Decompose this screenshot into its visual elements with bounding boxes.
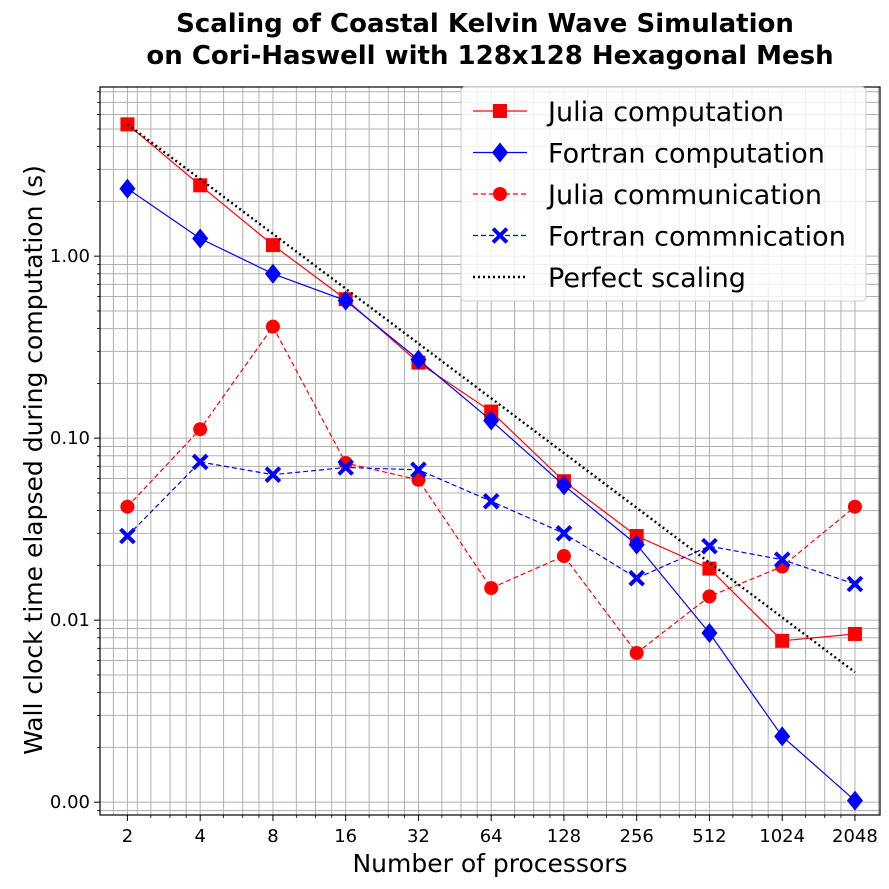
data-point <box>846 575 864 593</box>
data-point <box>337 459 354 476</box>
data-point <box>410 349 427 370</box>
legend-marker <box>493 104 507 118</box>
data-point <box>628 569 645 587</box>
legend-label: Perfect scaling <box>548 263 746 294</box>
data-point <box>411 472 426 487</box>
data-point <box>774 726 791 747</box>
data-point <box>192 228 209 249</box>
data-point <box>120 117 135 132</box>
legend-label: Fortran commnication <box>548 222 846 253</box>
data-point <box>628 534 645 555</box>
x-axis-label: Number of processors <box>352 849 627 878</box>
series-2 <box>120 319 862 660</box>
data-point <box>847 499 862 514</box>
legend-label: Julia computation <box>546 97 784 128</box>
legend-marker <box>493 187 507 201</box>
legend-marker <box>491 227 509 244</box>
y-tick-label: 0.00 <box>50 792 90 813</box>
data-point <box>701 623 718 643</box>
data-point <box>265 319 280 334</box>
data-point <box>120 499 135 514</box>
series-layer <box>119 117 864 811</box>
x-tick-label: 8 <box>267 826 278 847</box>
y-tick-label: 0.10 <box>50 428 90 449</box>
chart-title-line-2: on Cori-Haswell with 128x128 Hexagonal M… <box>146 41 833 71</box>
data-point <box>193 422 208 437</box>
data-point <box>701 537 718 555</box>
legend-label: Fortran computation <box>548 139 825 170</box>
data-point <box>484 581 499 596</box>
series-4 <box>126 123 856 674</box>
x-tick-label: 16 <box>334 826 357 847</box>
data-point <box>847 626 862 641</box>
x-tick-label: 64 <box>480 826 503 847</box>
data-point <box>119 527 136 545</box>
data-point <box>410 461 427 479</box>
x-tick-label: 256 <box>620 826 654 847</box>
x-tick-label: 4 <box>194 826 205 847</box>
data-point <box>265 238 280 253</box>
y-axis-label: Wall clock time elapsed during computati… <box>19 165 48 755</box>
data-point <box>846 790 863 811</box>
legend-label: Julia communication <box>546 180 822 211</box>
data-point <box>482 492 500 510</box>
data-point <box>555 475 572 496</box>
data-point <box>337 290 354 311</box>
series-line <box>126 123 856 674</box>
x-tick-label: 512 <box>692 826 726 847</box>
data-point <box>119 178 136 199</box>
legend-box <box>460 86 867 302</box>
data-point <box>191 453 209 471</box>
axis-ticks: 2 4 8 16 32 64 128 256 512 1024 2048 0.00 0.01 0.10 1.… <box>50 91 878 847</box>
series-1 <box>119 178 863 811</box>
x-tick-label: 32 <box>407 826 430 847</box>
data-point <box>702 589 717 604</box>
y-tick-label: 1.00 <box>50 246 90 267</box>
legend-marker <box>492 142 508 163</box>
data-point <box>556 549 571 564</box>
data-point <box>555 525 573 542</box>
x-tick-label: 2 <box>122 826 133 847</box>
y-tick-label: 0.01 <box>50 610 90 631</box>
x-tick-label: 1024 <box>759 826 805 847</box>
data-point <box>775 633 790 648</box>
data-point <box>264 466 282 483</box>
series-3 <box>119 453 864 593</box>
data-point <box>773 551 791 568</box>
data-point <box>629 645 644 660</box>
chart-title-line-1: Scaling of Coastal Kelvin Wave Simulatio… <box>176 9 794 39</box>
legend: Julia computation Fortran computation Juli… <box>460 86 867 302</box>
data-point <box>702 561 717 576</box>
x-tick-label: 128 <box>547 826 581 847</box>
data-point <box>483 410 500 431</box>
data-point <box>264 263 281 284</box>
x-tick-label: 2048 <box>832 826 878 847</box>
